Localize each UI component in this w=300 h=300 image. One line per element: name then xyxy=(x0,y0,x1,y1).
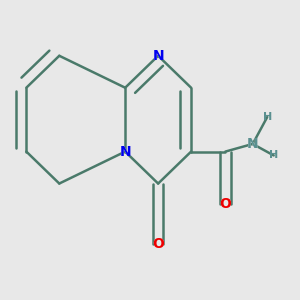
Text: N: N xyxy=(119,145,131,159)
Text: H: H xyxy=(262,112,272,122)
Text: N: N xyxy=(119,145,131,159)
Text: H: H xyxy=(269,150,278,161)
Text: O: O xyxy=(219,197,231,211)
Text: N: N xyxy=(247,137,259,151)
Text: O: O xyxy=(152,237,164,251)
Text: O: O xyxy=(219,197,231,211)
Text: N: N xyxy=(247,137,259,151)
Text: N: N xyxy=(152,49,164,63)
Text: N: N xyxy=(152,49,164,63)
Text: O: O xyxy=(152,237,164,251)
